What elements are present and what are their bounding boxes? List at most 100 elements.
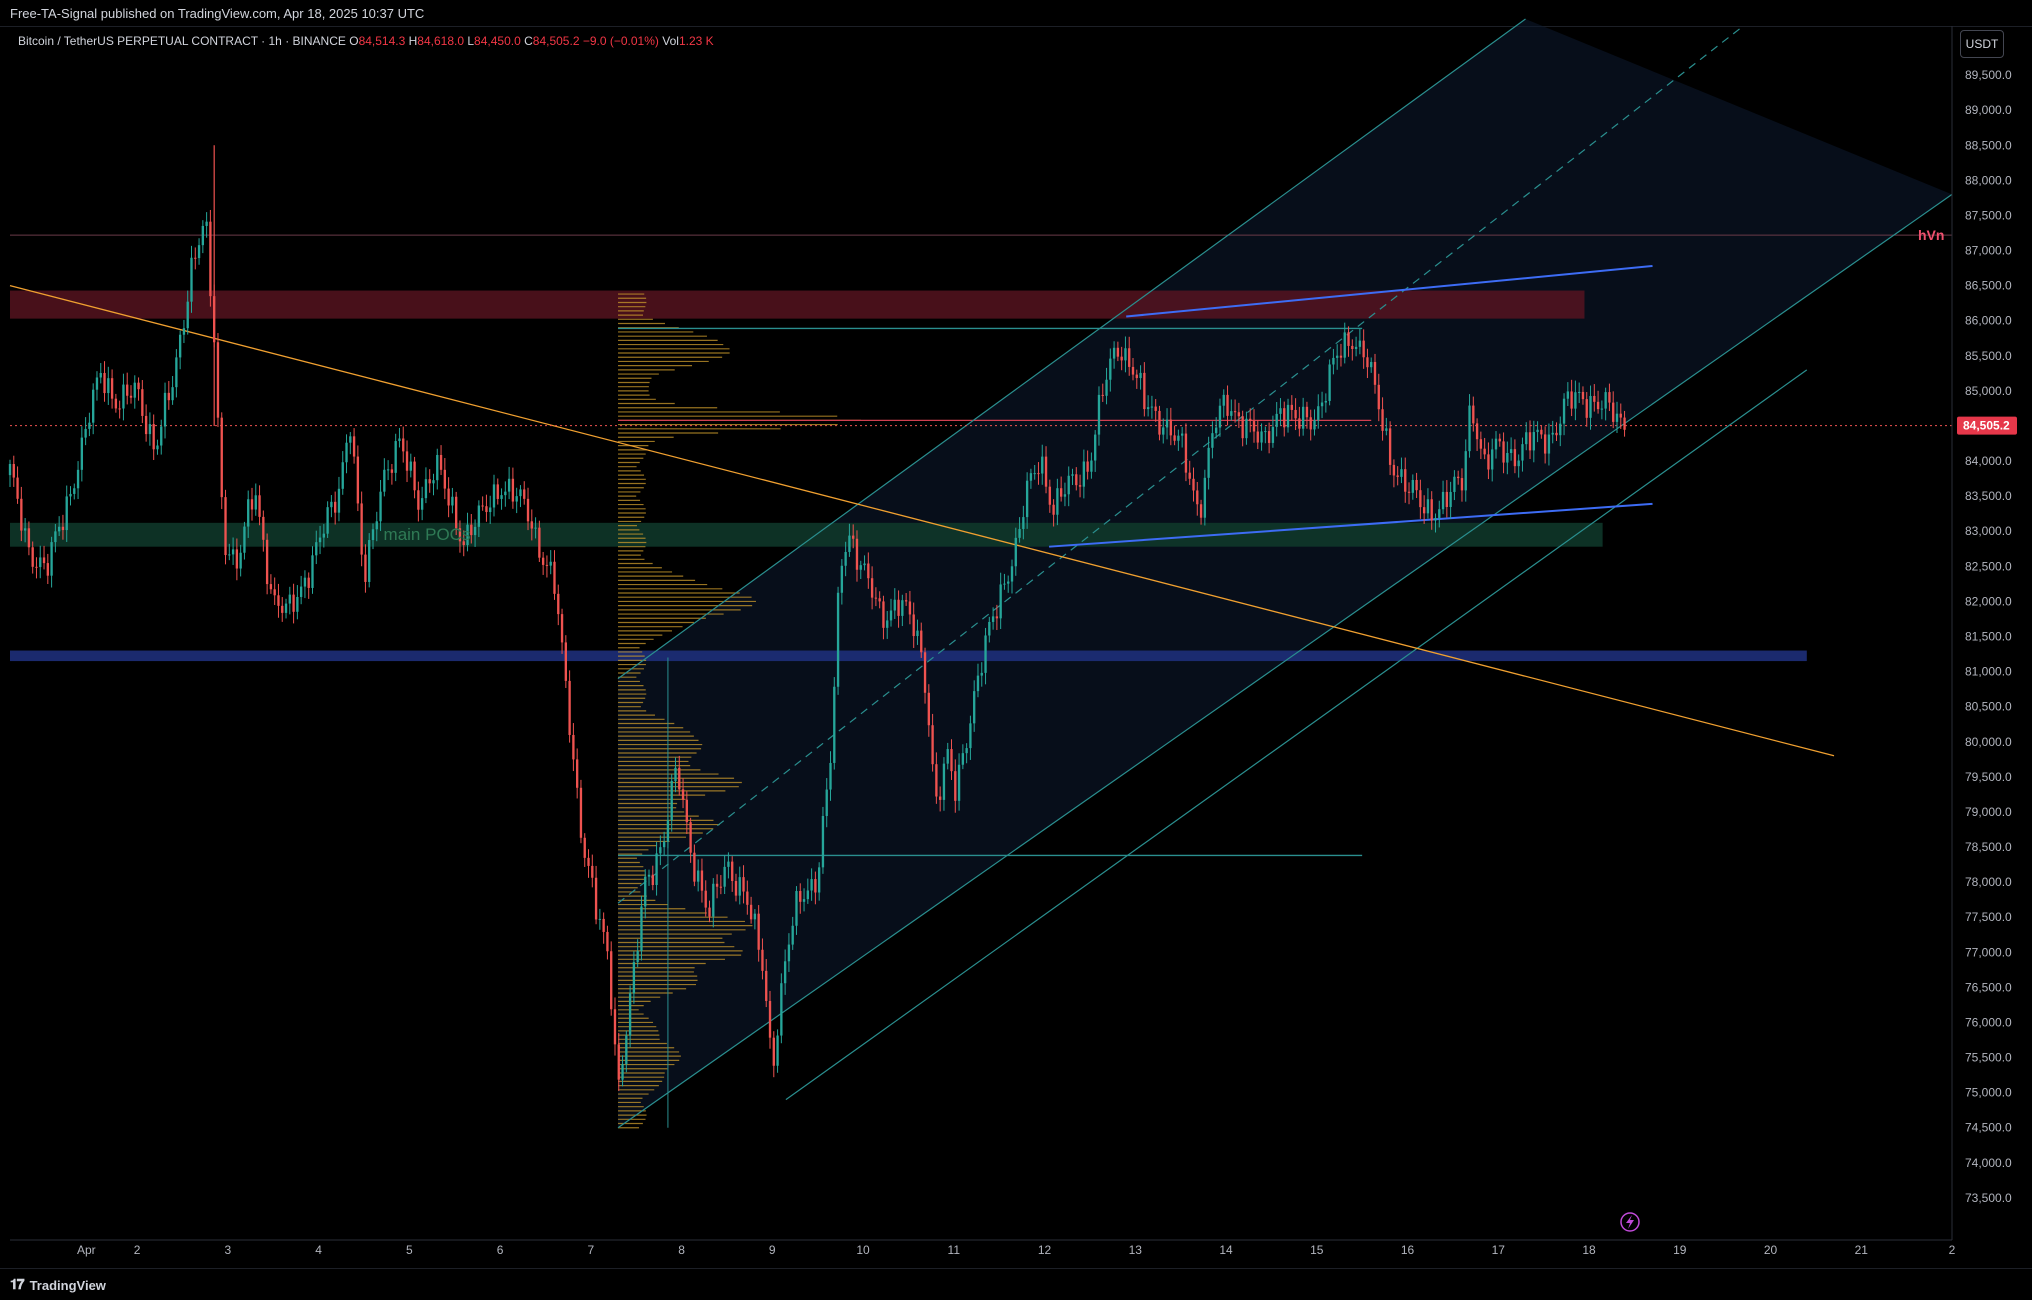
candle-body [1199, 504, 1203, 518]
zones-layer [10, 18, 1953, 1128]
tradingview-brand: TradingView [29, 1277, 106, 1293]
candle-body [1131, 366, 1135, 375]
candle-body [209, 221, 212, 297]
candle-body [712, 883, 715, 917]
candle-body [991, 616, 995, 622]
candle-body [1328, 364, 1331, 401]
time-tick-label: 18 [1582, 1243, 1596, 1257]
candle-body [107, 378, 110, 394]
candle-body [269, 584, 273, 590]
channel-upper-line [617, 18, 1526, 680]
wedge-upper-line [1126, 264, 1653, 318]
candle-body [148, 424, 152, 435]
candle-body [545, 564, 549, 566]
time-tick-label: 5 [406, 1243, 413, 1257]
price-tick-label: 83,500.0 [1965, 489, 2012, 503]
close-value: 84,505.2 [532, 34, 580, 48]
candle-body [65, 496, 68, 531]
candle-body [1332, 357, 1335, 365]
price-tick-label: 81,000.0 [1965, 665, 2012, 679]
time-axis: Apr 2 3 4 5 6 7 8 9 10 11 12 13 14 15 16 17 18 19 20 21 2 [10, 1239, 1956, 1257]
candle-body [473, 526, 477, 536]
candle-body [602, 918, 605, 932]
candle-body [931, 725, 934, 765]
candle-body [814, 879, 817, 893]
candle-body [708, 907, 711, 917]
candle-body [1543, 434, 1547, 454]
candle-body [250, 499, 254, 510]
candle-body [1317, 406, 1320, 421]
price-axis: 89,500.0 89,000.0 88,500.0 88,000.0 87,500.0… [1951, 26, 2017, 1240]
candle-body [1298, 418, 1301, 429]
candle-body [1044, 456, 1048, 487]
candle-body [409, 461, 412, 471]
candle-body [942, 763, 946, 800]
top-bar: Free-TA-Signal published on TradingView.… [0, 0, 2032, 27]
time-tick-label: 14 [1219, 1243, 1233, 1257]
candle-body [417, 490, 420, 510]
candle-body [504, 491, 507, 496]
candle-body [799, 890, 802, 902]
candle-body [1196, 490, 1199, 505]
currency-button[interactable]: USDT [1960, 30, 2004, 58]
candle-body [466, 524, 469, 546]
candle-body [1048, 486, 1051, 505]
candle-body [1056, 488, 1059, 515]
candle-body [1354, 346, 1358, 350]
candle-body [1203, 477, 1207, 518]
time-tick-label: 20 [1764, 1243, 1778, 1257]
candle-body [1521, 444, 1524, 461]
candle-body [1037, 473, 1040, 475]
tradingview-logo[interactable]: 𝟏𝟕 TradingView [10, 1277, 106, 1293]
candle-body [549, 561, 552, 566]
candle-body [882, 601, 885, 628]
candle-body [1007, 581, 1010, 584]
price-tick-label: 89,500.0 [1965, 68, 2012, 82]
candle-body [1506, 453, 1509, 463]
candle-body [194, 257, 197, 259]
candle-body [999, 584, 1002, 619]
candle-body [20, 498, 23, 531]
candle-body [394, 441, 397, 473]
candle-body [458, 528, 462, 542]
candle-body [489, 507, 492, 513]
candle-body [916, 630, 919, 637]
candle-body [69, 493, 72, 497]
candle-body [277, 595, 280, 606]
candle-body [1207, 447, 1210, 478]
candle-body [848, 535, 851, 552]
high-value: 84,618.0 [417, 34, 465, 48]
time-tick-label: 2 [1949, 1243, 1956, 1257]
candle-body [485, 506, 488, 513]
channel-lower-line [617, 193, 1953, 1129]
candle-body [1188, 472, 1191, 479]
candle-body [1052, 504, 1055, 515]
symbol-name[interactable]: Bitcoin / TetherUS PERPETUAL CONTRACT · … [18, 34, 346, 48]
candle-body [1305, 406, 1309, 418]
candle-body [765, 970, 768, 1001]
price-tick-label: 77,500.0 [1965, 910, 2012, 924]
candle-body [640, 906, 643, 952]
candle-body [761, 949, 764, 971]
candle-body [1290, 404, 1293, 410]
candle-body [1487, 454, 1490, 470]
candle-body [1430, 499, 1433, 521]
candle-body [1218, 405, 1222, 428]
time-tick-label: 6 [497, 1243, 504, 1257]
candle-body [651, 874, 654, 886]
candle-body [386, 469, 390, 471]
candle-body [133, 382, 136, 398]
candle-body [1260, 431, 1263, 443]
candle-body [481, 505, 484, 507]
candle-body [897, 599, 900, 616]
candle-body [436, 454, 439, 481]
candle-body [1574, 392, 1577, 409]
time-tick-label: 11 [948, 1243, 961, 1257]
candle-body [451, 496, 454, 506]
candle-body [1264, 431, 1267, 433]
time-tick-label: 16 [1401, 1243, 1415, 1257]
candle-body [1075, 474, 1078, 486]
time-tick-label: 21 [1855, 1243, 1869, 1257]
candle-body [254, 495, 257, 510]
